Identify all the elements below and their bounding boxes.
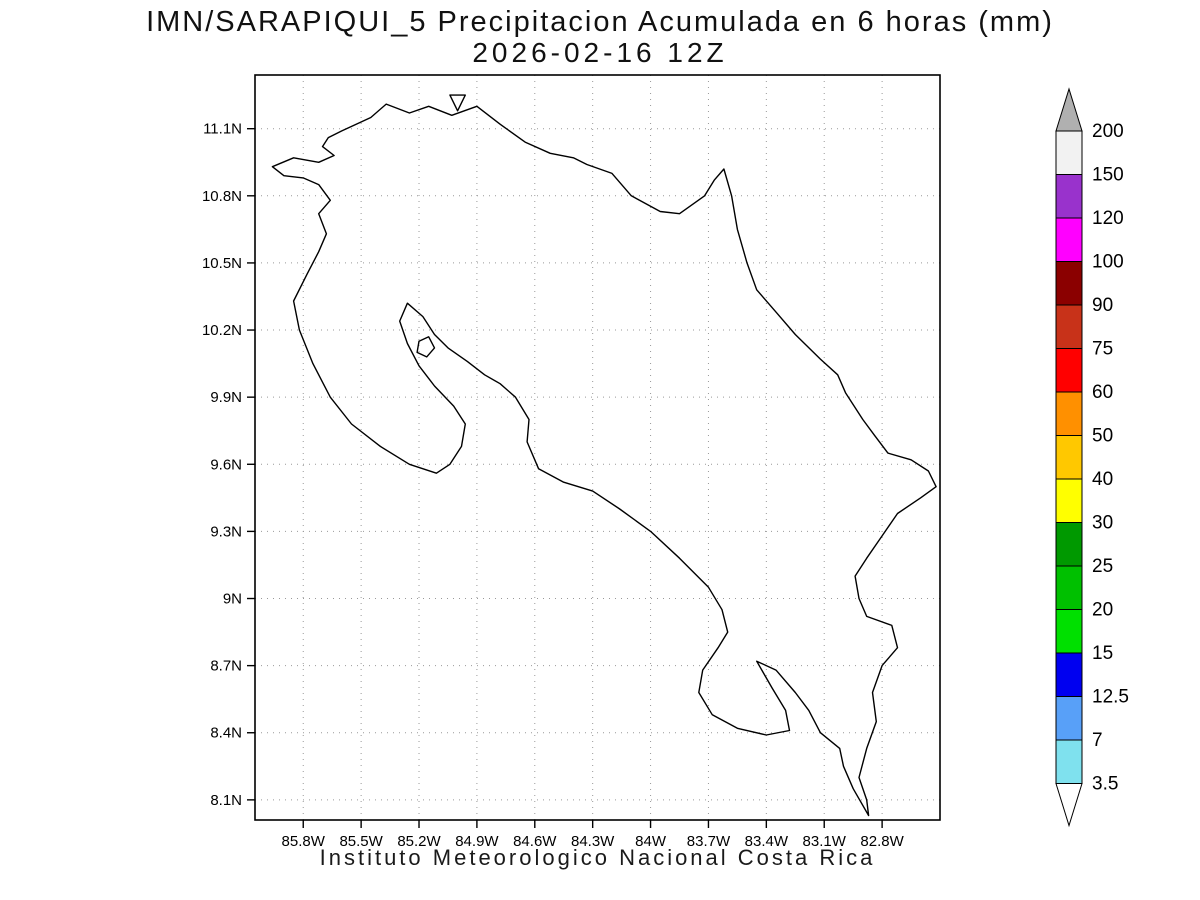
colorbar-segment xyxy=(1055,391,1083,436)
colorbar-level-label: 100 xyxy=(1092,252,1124,273)
x-axis-label: 85.8W xyxy=(282,833,326,850)
x-axis-label: 84.3W xyxy=(571,833,615,850)
colorbar-level-label: 60 xyxy=(1092,382,1113,403)
colorbar-segment xyxy=(1055,696,1083,741)
y-axis-label: 9.9N xyxy=(210,389,242,406)
x-axis-label: 85.2W xyxy=(397,833,441,850)
y-axis-label: 9N xyxy=(223,591,242,608)
colorbar-segment xyxy=(1055,217,1083,262)
y-axis-label: 11.1N xyxy=(203,121,242,138)
mainland-outline xyxy=(271,103,937,817)
colorbar-level-label: 25 xyxy=(1092,556,1113,577)
x-axis-label: 84.6W xyxy=(513,833,557,850)
colorbar-level-label: 90 xyxy=(1092,295,1113,316)
chart-title: IMN/SARAPIQUI_5 Precipitacion Acumulada … xyxy=(146,6,1054,38)
x-axis-label: 85.5W xyxy=(339,833,383,850)
map-frame xyxy=(254,74,941,821)
colorbar-level-label: 12.5 xyxy=(1092,687,1129,708)
colorbar-level-label: 75 xyxy=(1092,339,1113,360)
colorbar-segment xyxy=(1055,174,1083,219)
x-axis-label: 83.4W xyxy=(745,833,789,850)
gulf_island-outline xyxy=(416,336,436,358)
y-axis-label: 8.4N xyxy=(210,725,242,742)
x-axis-label: 84W xyxy=(635,833,667,850)
colorbar-segment xyxy=(1055,522,1083,567)
y-axis-label: 8.7N xyxy=(210,658,242,675)
colorbar-level-label: 20 xyxy=(1092,600,1113,621)
colorbar-segment xyxy=(1055,130,1083,175)
colorbar-level-label: 50 xyxy=(1092,426,1113,447)
y-axis-label: 8.1N xyxy=(210,792,242,809)
colorbar-segment xyxy=(1055,478,1083,523)
colorbar-level-label: 150 xyxy=(1092,165,1124,186)
colorbar-segment xyxy=(1055,739,1083,784)
colorbar-segment xyxy=(1055,565,1083,610)
x-axis-label: 83.7W xyxy=(687,833,731,850)
y-axis-label: 10.2N xyxy=(202,322,242,339)
y-axis-label: 10.8N xyxy=(202,188,242,205)
chart-subtitle-datetime: 2026-02-16 12Z xyxy=(472,37,728,68)
x-axis-label: 82.8W xyxy=(860,833,904,850)
map-plot-area: 85.8W 85.5W 85.2W 84.9W 84.6W 84.3W 84W 83.7W 83… xyxy=(202,74,941,850)
lake_island-outline xyxy=(449,94,467,112)
colorbar-below-triangle xyxy=(1055,783,1083,828)
colorbar-segment xyxy=(1055,348,1083,393)
colorbar-segment xyxy=(1055,435,1083,480)
colorbar-segment xyxy=(1055,304,1083,349)
colorbar-level-label: 30 xyxy=(1092,513,1113,534)
colorbar-segment xyxy=(1055,652,1083,697)
x-axis-label: 84.9W xyxy=(455,833,499,850)
colorbar-above-triangle xyxy=(1055,87,1083,132)
colorbar-level-label: 40 xyxy=(1092,469,1113,490)
colorbar-level-label: 3.5 xyxy=(1092,774,1118,795)
y-axis-label: 9.3N xyxy=(210,523,242,540)
colorbar-segment xyxy=(1055,609,1083,654)
colorbar-legend: 3.5 7 12.5 15 20 25 30 40 50 60 75 90 100 120 150 200 xyxy=(1055,87,1129,828)
y-axis-label: 10.5N xyxy=(202,255,242,272)
colorbar-level-label: 7 xyxy=(1092,730,1103,751)
x-axis-label: 83.1W xyxy=(803,833,847,850)
colorbar-level-label: 120 xyxy=(1092,208,1124,229)
y-axis-label: 9.6N xyxy=(210,456,242,473)
colorbar-level-label: 15 xyxy=(1092,643,1113,664)
colorbar-segment xyxy=(1055,261,1083,306)
colorbar-level-label: 200 xyxy=(1092,121,1124,142)
footer-caption: Instituto Meteorologico Nacional Costa R… xyxy=(319,845,876,870)
